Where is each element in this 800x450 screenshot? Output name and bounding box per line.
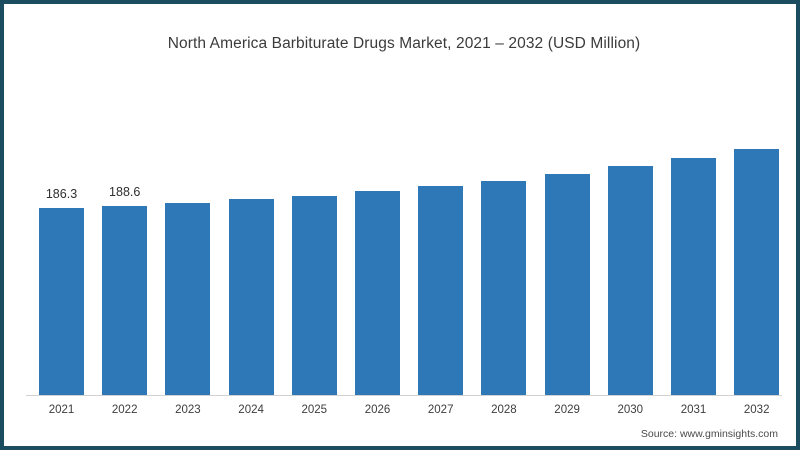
- bar-2025: [291, 195, 337, 395]
- x-axis-tick-2027: 2027: [427, 404, 454, 416]
- x-axis-tick-2032: 2032: [743, 404, 770, 416]
- x-axis-tick-2022: 2022: [111, 404, 138, 416]
- bar-2029: [544, 173, 590, 395]
- bar-2028: [481, 181, 527, 395]
- bar-2023: [165, 202, 211, 395]
- source-caption: Source: www.gminsights.com: [640, 428, 778, 440]
- bar-2031: [671, 158, 716, 395]
- chart-title: North America Barbiturate Drugs Market, …: [167, 35, 641, 52]
- x-axis-tick-2030: 2030: [617, 404, 644, 416]
- x-axis-tick-2028: 2028: [491, 404, 517, 416]
- bar-2026: [355, 190, 400, 395]
- bar-2022: [102, 205, 148, 395]
- x-axis-tick-2024: 2024: [238, 404, 264, 416]
- x-axis-tick-2021: 2021: [48, 404, 75, 416]
- x-axis-tick-2023: 2023: [175, 404, 201, 416]
- bar-2021: [39, 208, 84, 395]
- x-axis-tick-2031: 2031: [680, 404, 707, 416]
- bar-value-label-2022: 188.6: [109, 184, 141, 199]
- x-axis-line: [26, 395, 782, 396]
- bar-2032: [734, 148, 780, 395]
- bar-2030: [607, 166, 653, 395]
- x-axis-tick-2025: 2025: [301, 404, 328, 416]
- bar-2024: [228, 199, 274, 395]
- bar-chart-plot-area: 186.3 2021 188.6 2022 2023 2024 2025 2026 2027 20…: [4, 4, 796, 446]
- bar-2027: [418, 186, 464, 395]
- x-axis-tick-2026: 2026: [364, 404, 391, 416]
- bar-value-label-2021: 186.3: [45, 187, 78, 201]
- x-axis-tick-2029: 2029: [554, 404, 580, 416]
